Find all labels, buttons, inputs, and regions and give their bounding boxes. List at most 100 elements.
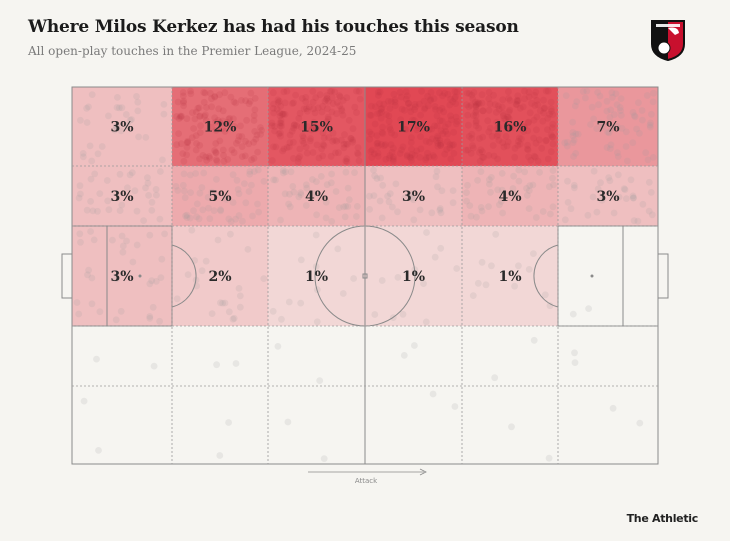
touch-dot xyxy=(235,285,243,292)
touch-dot xyxy=(96,190,104,198)
touch-dot xyxy=(450,150,458,157)
touch-dot xyxy=(296,145,304,153)
touch-dot xyxy=(285,298,293,306)
touch-dot xyxy=(534,157,542,165)
touch-dot xyxy=(541,291,549,299)
touch-dot xyxy=(498,103,506,111)
touch-dot xyxy=(614,149,621,157)
touch-dot xyxy=(113,104,121,111)
touch-dot xyxy=(549,167,557,174)
touch-dot xyxy=(116,207,124,215)
touch-dot xyxy=(224,120,232,128)
touch-dot xyxy=(485,95,493,103)
touch-dot xyxy=(423,229,430,236)
touch-dot xyxy=(279,147,286,155)
touch-dot xyxy=(379,130,387,137)
touch-dot xyxy=(181,187,188,195)
touch-dot xyxy=(310,105,317,113)
touch-dot xyxy=(530,134,537,142)
touch-dot xyxy=(611,111,618,118)
chart-subtitle: All open-play touches in the Premier Lea… xyxy=(28,44,357,58)
touch-dot xyxy=(343,155,351,163)
touch-dot xyxy=(255,208,262,216)
touch-dot xyxy=(485,128,493,136)
touch-dot xyxy=(326,88,334,95)
touch-dot xyxy=(270,143,277,151)
touch-dot xyxy=(430,153,438,161)
touch-dot xyxy=(236,292,244,300)
touch-dot xyxy=(549,174,556,182)
touch-dot xyxy=(196,129,204,137)
touch-dot xyxy=(112,122,120,130)
touch-dot xyxy=(437,140,445,147)
touch-dot xyxy=(429,390,437,398)
touch-dot xyxy=(233,176,241,184)
touch-dot xyxy=(594,89,601,96)
touch-dot xyxy=(286,139,294,147)
touch-dot xyxy=(400,352,408,359)
touch-dot xyxy=(431,122,438,130)
touch-dot xyxy=(407,190,415,198)
touch-dot xyxy=(313,178,320,186)
touch-dot xyxy=(354,149,361,157)
touch-dot xyxy=(622,128,630,136)
touch-dot xyxy=(639,116,646,124)
touch-dot xyxy=(354,151,362,158)
touch-dot xyxy=(216,91,223,99)
zone-label: 3% xyxy=(110,189,133,205)
touch-dot xyxy=(403,151,411,159)
touch-dot xyxy=(572,150,580,157)
touch-dot xyxy=(495,123,503,131)
touch-dot xyxy=(582,94,589,102)
touch-dot xyxy=(497,197,505,205)
touch-dot xyxy=(502,133,510,140)
touch-dot xyxy=(387,126,394,133)
touch-dot xyxy=(194,104,202,112)
touch-dot xyxy=(620,185,628,193)
touch-dot xyxy=(276,109,284,117)
touch-dot xyxy=(438,117,446,125)
touch-dot xyxy=(375,92,382,99)
touch-dot xyxy=(421,105,428,113)
touch-dot xyxy=(382,141,389,149)
touch-dot xyxy=(463,101,470,109)
touch-dot xyxy=(617,107,624,114)
touch-dot xyxy=(343,158,351,166)
touch-dot xyxy=(429,152,437,159)
touch-dot xyxy=(617,95,625,102)
touch-dot xyxy=(521,123,528,131)
touch-dot xyxy=(192,108,200,116)
touch-dot xyxy=(530,336,538,344)
touch-dot xyxy=(441,123,449,131)
touch-dot xyxy=(549,120,557,128)
touch-dot xyxy=(597,179,604,187)
touch-dot xyxy=(390,90,398,98)
touch-dot xyxy=(402,95,410,103)
touch-dot xyxy=(327,152,335,160)
touch-dot xyxy=(405,99,412,107)
touch-dot xyxy=(536,169,543,176)
touch-dot xyxy=(540,105,548,112)
touch-dot xyxy=(569,139,577,147)
touch-dot xyxy=(328,108,336,116)
touch-dot xyxy=(373,175,381,182)
touch-dot xyxy=(332,188,340,195)
touch-dot xyxy=(465,90,473,97)
touch-dot xyxy=(567,205,575,213)
touch-dot xyxy=(295,155,302,162)
touch-dot xyxy=(229,171,237,179)
touch-dot xyxy=(98,143,106,150)
touch-dot xyxy=(485,152,493,159)
touch-dot xyxy=(431,103,439,110)
zone-labels: 3% 12% 15% 17% 16% 7% 3% 5% 4% 3% 4% 3% 3% 2% 1% 1% 1% xyxy=(110,120,619,286)
touch-dot xyxy=(230,98,238,106)
touch-dot xyxy=(574,130,582,138)
touch-dot xyxy=(399,310,407,318)
touch-dot xyxy=(588,103,596,111)
touch-dot xyxy=(525,93,533,101)
touch-dot xyxy=(544,87,552,95)
touch-dot xyxy=(614,153,622,160)
touch-dot xyxy=(443,138,451,146)
touch-dot xyxy=(549,133,557,141)
touch-dot xyxy=(310,190,318,197)
